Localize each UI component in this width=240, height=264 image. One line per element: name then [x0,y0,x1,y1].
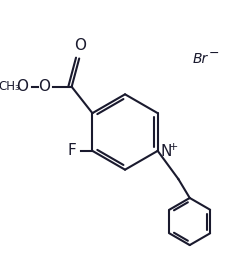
Text: −: − [209,47,219,60]
Text: O: O [16,79,28,94]
Text: O: O [74,38,86,53]
Text: F: F [68,143,76,158]
Text: Br: Br [193,51,208,65]
Text: N: N [161,144,172,159]
Text: O: O [38,79,50,94]
Text: +: + [169,142,178,152]
Text: CH₃: CH₃ [0,80,20,93]
